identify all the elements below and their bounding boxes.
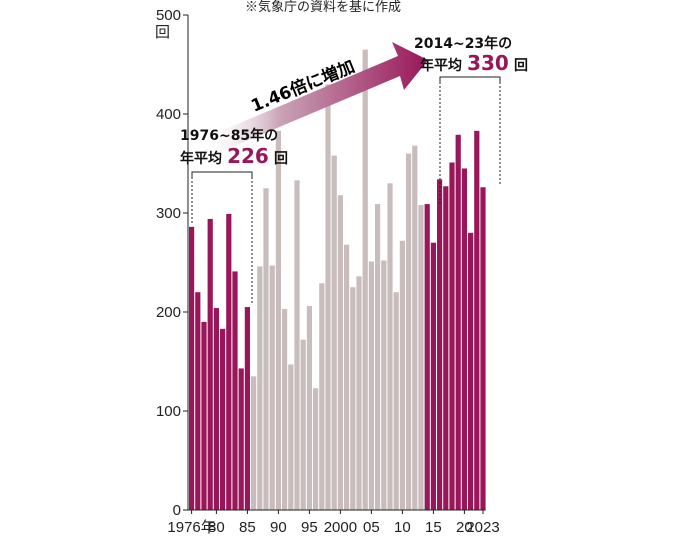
early-period-label: 1976~85年の: [180, 127, 278, 144]
x-tick-label: 15: [425, 519, 442, 536]
early-period-annotation: 1976~85年の 年平均 226 回: [180, 127, 288, 305]
bar-1977: [195, 292, 201, 510]
x-tick-label: 95: [301, 519, 318, 536]
bar-1983: [232, 271, 238, 510]
bar-2003: [356, 276, 362, 510]
bar-1981: [220, 328, 226, 510]
bar-1987: [257, 266, 263, 510]
x-tick-label: 2000: [324, 519, 357, 536]
bar-1996: [313, 388, 319, 510]
recent-average-prefix: 年平均: [420, 57, 462, 74]
bar-2013: [418, 205, 424, 510]
early-average-line: 年平均 226 回: [180, 144, 288, 168]
early-average-unit: 回: [274, 151, 288, 167]
trend-arrow-shape: [200, 42, 428, 158]
bar-1990: [275, 130, 281, 510]
bar-2008: [387, 183, 393, 511]
bar-1978: [201, 321, 207, 510]
bar-1995: [306, 306, 312, 510]
bar-1985: [244, 307, 250, 510]
recent-bracket: [439, 76, 501, 82]
recent-period-annotation: 2014~23年の 年平均 330 回: [414, 35, 528, 204]
bar-1991: [282, 309, 288, 510]
bar-1976: [189, 226, 195, 511]
bar-2007: [381, 260, 387, 510]
bar-1980: [213, 308, 219, 510]
y-tick-label: 300: [156, 205, 181, 222]
bar-1989: [269, 265, 275, 510]
y-tick-label: 500: [156, 7, 181, 24]
bar-1999: [331, 155, 337, 510]
bar-2000: [337, 195, 343, 510]
recent-average-unit: 回: [514, 58, 528, 74]
source-note: ※気象庁の資料を基に作成: [245, 0, 401, 15]
bar-2018: [449, 162, 455, 510]
bar-2009: [393, 292, 399, 510]
bar-2001: [344, 244, 350, 510]
bar-2019: [455, 134, 461, 511]
bars: [189, 49, 486, 511]
early-average-value: 226: [227, 144, 269, 168]
bar-2015: [430, 242, 436, 510]
y-tick-label: 100: [156, 403, 181, 420]
bar-1998: [325, 84, 331, 511]
y-tick-label: 200: [156, 304, 181, 321]
recent-average-line: 年平均 330 回: [420, 51, 528, 75]
recent-average-value: 330: [467, 51, 509, 75]
early-average-prefix: 年平均: [180, 150, 222, 167]
bar-1993: [294, 180, 300, 510]
x-tick-label: 05: [363, 519, 380, 536]
x-tick-label: 80: [208, 519, 225, 536]
bar-2014: [424, 204, 430, 510]
y-tick-label: 400: [156, 106, 181, 123]
bar-1986: [251, 376, 257, 510]
bar-2022: [474, 130, 480, 510]
bar-1979: [207, 218, 213, 510]
x-tick-label: 85: [239, 519, 256, 536]
bar-1992: [288, 364, 294, 510]
bar-2016: [437, 179, 443, 510]
x-tick-label: 10: [394, 519, 411, 536]
bar-1988: [263, 188, 269, 510]
x-tick-label: 90: [270, 519, 287, 536]
x-tick-label: 2023: [466, 519, 499, 536]
x-tick-label: 20: [456, 519, 473, 536]
recent-period-label: 2014~23年の: [414, 35, 512, 52]
bar-1982: [226, 213, 232, 511]
y-tick-label: 0: [173, 502, 181, 519]
y-axis: 0 100 200 300 400 500: [156, 7, 189, 519]
bar-2004: [362, 49, 368, 511]
bar-2006: [375, 204, 381, 510]
bar-2012: [412, 145, 418, 510]
bar-2002: [350, 287, 356, 510]
bar-2010: [399, 240, 405, 510]
bar-1997: [319, 283, 325, 510]
bar-2023: [480, 187, 486, 510]
bar-2020: [461, 168, 467, 510]
x-tick-label: 1976年: [167, 519, 215, 536]
y-unit-label: 回: [155, 24, 170, 41]
bar-2011: [406, 153, 412, 510]
bar-2017: [443, 186, 449, 510]
bar-2005: [368, 261, 374, 510]
bar-2021: [468, 232, 474, 511]
bar-1984: [238, 368, 244, 510]
early-bracket: [191, 171, 253, 177]
bar-1994: [300, 339, 306, 510]
